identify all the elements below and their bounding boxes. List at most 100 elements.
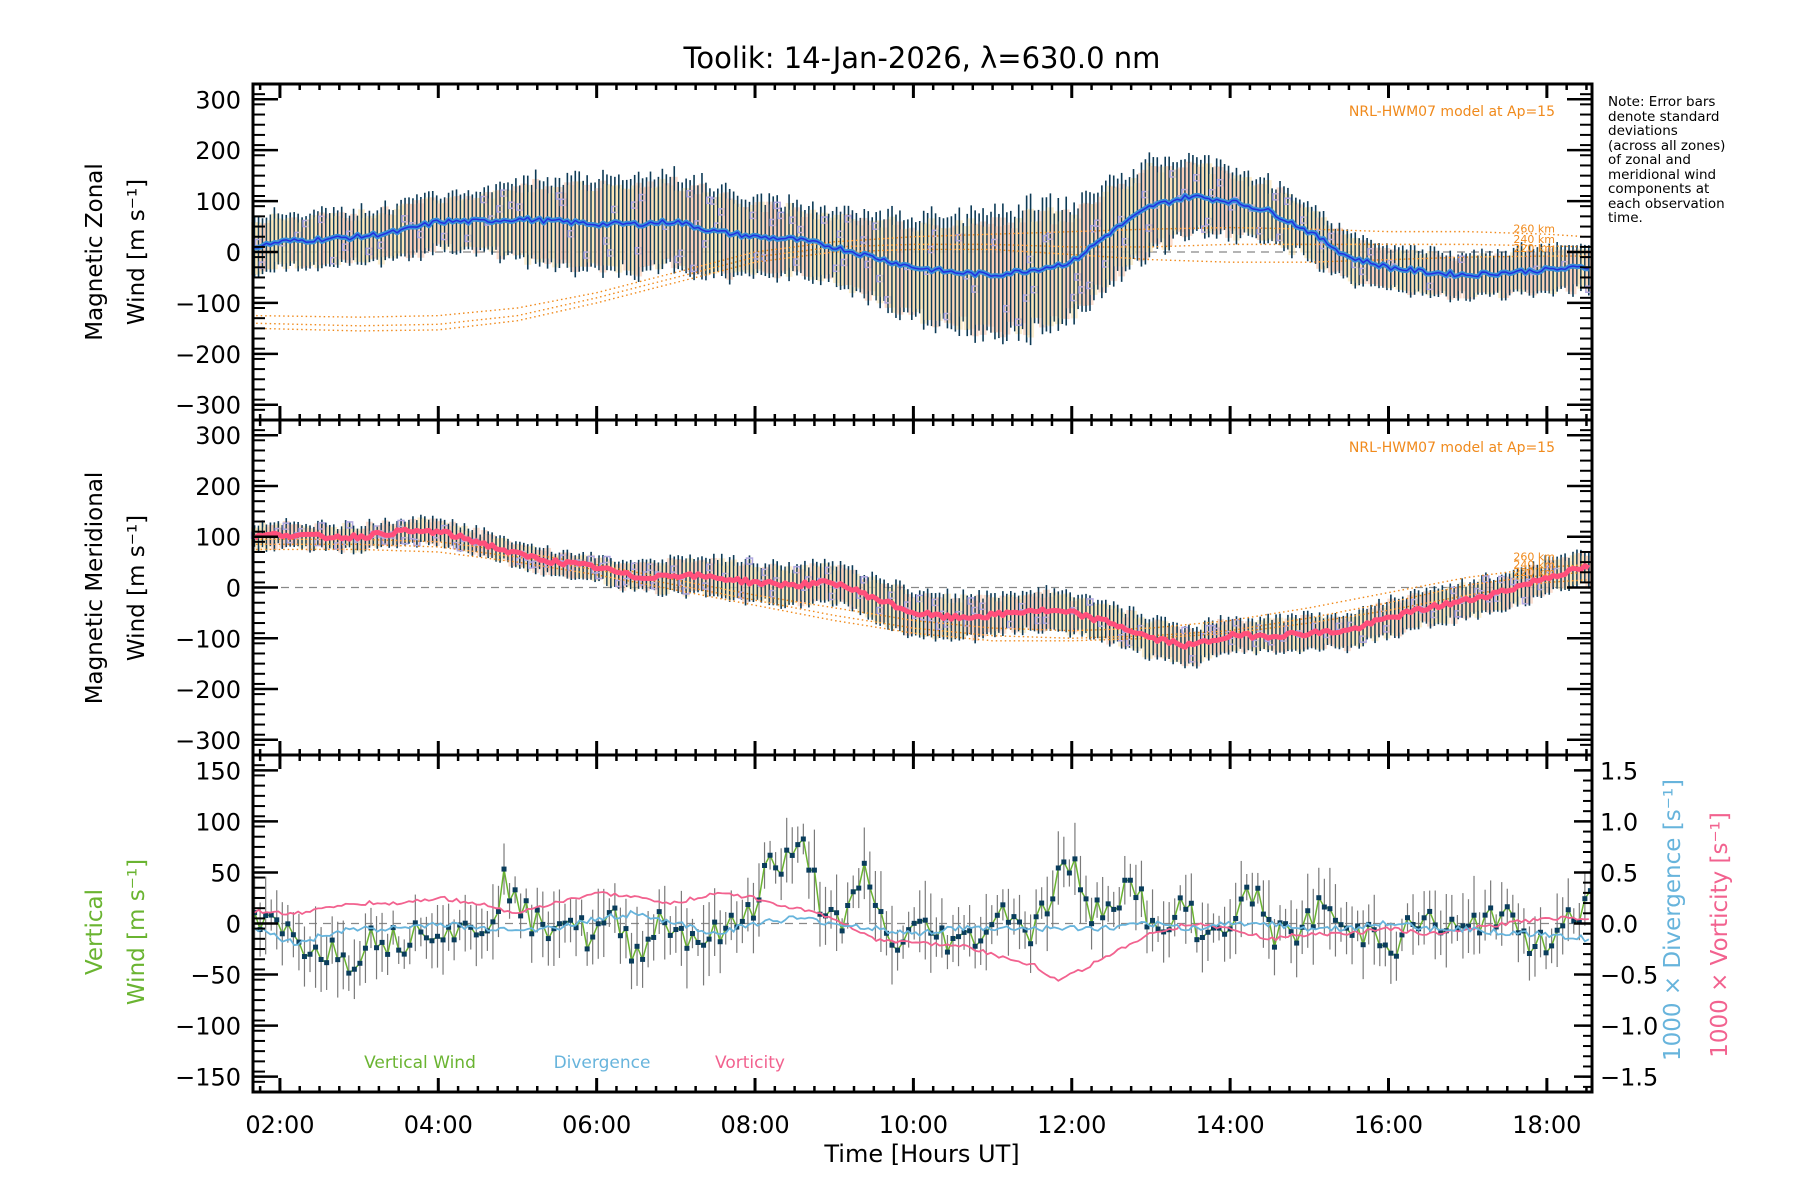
vertical-wind-point [817, 911, 823, 917]
vertical-wind-point [1150, 917, 1156, 923]
vertical-wind-point [446, 924, 452, 930]
y-tick-label: 200 [195, 137, 241, 165]
vertical-wind-point [640, 956, 646, 962]
vertical-wind-point [451, 937, 457, 943]
vertical-wind-point [1288, 929, 1294, 935]
vertical-wind-point [412, 920, 418, 926]
vertical-wind-point [762, 863, 768, 869]
x-tick-label: 08:00 [720, 1111, 789, 1139]
model-altitude-label: 220 km [1513, 242, 1555, 255]
vertical-wind-point [1005, 919, 1011, 925]
vertical-wind-point [1222, 931, 1228, 937]
model-curve-260km [256, 226, 1587, 318]
vertical-wind-point [1205, 929, 1211, 935]
vertical-wind-point [1122, 877, 1128, 883]
vertical-wind-point [1260, 911, 1266, 917]
vertical-wind-point [800, 836, 806, 842]
vertical-wind-point [889, 942, 895, 948]
vertical-wind-point [590, 934, 596, 940]
vertical-wind-point [1244, 884, 1250, 890]
zonal-ylabel: Magnetic Zonal Wind [m s⁻¹] [82, 163, 150, 341]
vertical-wind-point [296, 939, 302, 945]
vertical-wind-point [274, 917, 280, 923]
vertical-wind-point [1532, 944, 1538, 950]
vertical-wind-point [1338, 922, 1344, 928]
legend-divergence: Divergence [554, 1053, 651, 1073]
x-tick-label: 18:00 [1512, 1111, 1581, 1139]
vertical-wind-point [856, 885, 862, 891]
zone-point [682, 587, 690, 595]
x-tick-label: 16:00 [1354, 1111, 1423, 1139]
y-tick-label: −100 [175, 625, 241, 653]
zone-point [1359, 635, 1367, 643]
vertical-wind-point [362, 945, 368, 951]
x-tick-label: 12:00 [1037, 1111, 1106, 1139]
vertical-wind-point [556, 921, 562, 927]
vertical-wind-point [1061, 859, 1067, 865]
y-tick-label: 0 [226, 911, 241, 939]
model-label: NRL-HWM07 model at Ap=15 [1349, 440, 1555, 456]
vertical-wind-point [1033, 914, 1039, 920]
error-bar-note: Note: Error bars denote standard deviati… [1608, 94, 1726, 226]
vertical-wind-point [429, 938, 435, 944]
vertical-wind-point [944, 949, 950, 955]
vertical-wind-point [728, 912, 734, 918]
vertical-wind-point [1111, 906, 1117, 912]
vertical-wind-point [1072, 856, 1078, 862]
meridional-ylabel: Magnetic Meridional Wind [m s⁻¹] [82, 472, 150, 705]
vertical-wind-point [1482, 912, 1488, 918]
y-tick-label: 0 [226, 575, 241, 603]
vertical-wind-point [601, 920, 607, 926]
vertical-wind-point [651, 934, 657, 940]
vertical-wind-point [1083, 896, 1089, 902]
vertical-wind-point [739, 918, 745, 924]
vertical-wind-point [939, 925, 945, 931]
y-tick-label: −50 [190, 962, 241, 990]
vertical-wind-point [1055, 865, 1061, 871]
vertical-wind-point [468, 924, 474, 930]
divergence-y2label: 1000 × Divergence [s⁻¹] [1660, 779, 1686, 1061]
vertical-wind-point [1510, 912, 1516, 918]
vertical-ylabel-line1: Vertical [82, 889, 108, 975]
vertical-wind-point [1399, 932, 1405, 938]
vertical-wind-point [1432, 922, 1438, 928]
vertical-wind-point [301, 954, 307, 960]
vertical-wind-point [1077, 887, 1083, 893]
zone-point [587, 555, 595, 564]
vertical-wind-point [656, 909, 662, 915]
vertical-wind-point [723, 925, 729, 931]
model-altitude-label: 260 km [1513, 551, 1555, 564]
vertical-wind-point [778, 871, 784, 877]
vertical-wind-point [1477, 930, 1483, 936]
vertical-wind-point [1100, 915, 1106, 921]
vertical-wind-point [961, 929, 967, 935]
vertical-wind-point [750, 915, 756, 921]
legend-vorticity: Vorticity [715, 1053, 785, 1073]
model-curve-240km [256, 243, 1587, 327]
vertical-wind-point [839, 928, 845, 934]
vertical-wind-point [701, 942, 707, 948]
vertical-wind-point [1327, 906, 1333, 912]
vorticity-y2label: 1000 × Vorticity [s⁻¹] [1707, 812, 1733, 1058]
vertical-wind-point [1155, 926, 1161, 932]
vertical-wind-point [1144, 924, 1150, 930]
vertical-ylabel: Vertical Wind [m s⁻¹] [82, 859, 150, 1005]
vertical-wind-point [1565, 907, 1571, 913]
vertical-wind-point [1094, 897, 1100, 903]
vertical-wind-point [1188, 900, 1194, 906]
vertical-wind-point [717, 939, 723, 945]
vertical-wind-point [518, 913, 524, 919]
vertical-wind-point [1321, 904, 1327, 910]
vertical-wind-point [806, 867, 812, 873]
vertical-wind-point [1233, 915, 1239, 921]
y-tick-label: −300 [175, 727, 241, 755]
vertical-wind-point [1022, 927, 1028, 933]
y-tick-label: −150 [175, 1064, 241, 1092]
y-tick-label: −200 [175, 676, 241, 704]
vertical-wind-point [385, 951, 391, 957]
time-axis: 02:00 04:00 06:00 08:00 10:00 12:00 14:00 16:00… [245, 1111, 1581, 1139]
vertical-wind-point [374, 945, 380, 951]
model-altitude-label: 260 km [1513, 223, 1555, 236]
vertical-wind-point [285, 921, 291, 927]
vertical-wind-point [440, 937, 446, 943]
